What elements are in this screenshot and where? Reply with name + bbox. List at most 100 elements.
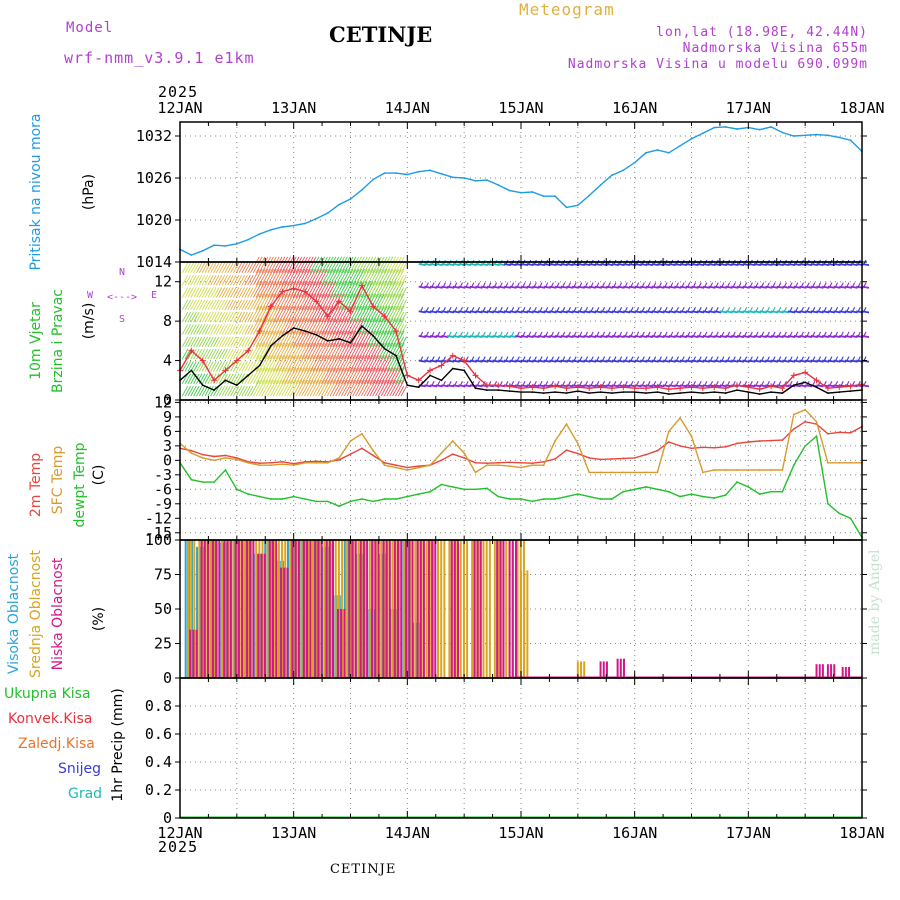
wind_speed-point <box>565 392 568 394</box>
wind-barb <box>238 336 246 347</box>
gust-marker <box>415 377 422 384</box>
wind-barb <box>596 380 600 386</box>
wind-barb <box>857 331 861 337</box>
gust-marker <box>813 377 820 384</box>
wind-barb <box>392 355 402 372</box>
sfc_temp-point <box>440 452 443 454</box>
wind-barb <box>198 385 206 397</box>
wind-barb <box>366 342 377 360</box>
cloud-low-label: Niska Oblacnost <box>50 557 66 670</box>
wind-barb <box>292 330 303 347</box>
wind-barb <box>227 299 234 311</box>
wind-barb <box>628 359 637 363</box>
gust-marker <box>677 385 684 392</box>
wind-barb <box>213 361 220 372</box>
wind-barb <box>475 335 483 339</box>
wind-barb <box>499 356 503 361</box>
wind-barb <box>318 355 328 372</box>
wind-barb <box>759 384 767 388</box>
wind_speed-point <box>440 379 443 382</box>
wind-barb <box>235 336 243 347</box>
wind-barb <box>562 331 566 337</box>
wind-barb <box>323 268 334 286</box>
gust-marker <box>336 298 343 305</box>
wind-barb <box>437 356 441 361</box>
wind-barb <box>634 263 642 267</box>
wind-barb <box>377 367 388 384</box>
wind-barb <box>503 359 512 363</box>
wind-barb <box>464 335 472 339</box>
wind-barb <box>247 373 254 384</box>
wind-barb <box>651 263 659 267</box>
wind-barb <box>269 367 280 384</box>
wind-barb <box>833 359 841 363</box>
sfc_temp-point <box>792 413 795 416</box>
wind-barb <box>583 285 591 289</box>
compass-arrow: <---> <box>107 292 137 303</box>
wind-barb <box>446 384 455 388</box>
wind-barb <box>304 342 314 360</box>
wind-barb <box>441 359 449 363</box>
wind-barb <box>505 356 509 361</box>
wind-barb <box>732 331 736 337</box>
gust-marker <box>313 298 320 305</box>
wind-barb <box>719 310 728 314</box>
wind-barb <box>218 287 226 298</box>
elevation-text: Nadmorska Visina 655m <box>682 41 868 56</box>
wind_speed-point <box>486 389 488 391</box>
wind-barb <box>585 331 589 337</box>
wind-barb <box>420 282 424 287</box>
wind-barb <box>213 274 220 286</box>
sfc_temp-point <box>486 464 488 467</box>
wind-barb <box>352 281 362 298</box>
wind_speed-point <box>667 393 670 395</box>
wind-barb <box>833 310 841 314</box>
wind-barb <box>338 330 348 347</box>
wind-barb <box>301 281 311 298</box>
wind-barb <box>224 373 231 384</box>
gust-marker <box>438 362 445 369</box>
wind-barb <box>224 287 231 298</box>
wind-barb <box>596 331 600 337</box>
wind-barb <box>338 305 348 323</box>
wind-unit-label: (m/s) <box>81 303 97 340</box>
pressure-point <box>531 191 534 193</box>
wind-barb <box>744 356 748 361</box>
wind-barb <box>235 311 243 323</box>
wind-barb <box>528 282 532 287</box>
wind-barb <box>522 331 526 337</box>
wind-barb <box>640 285 648 289</box>
wind-barb <box>458 310 466 314</box>
wind-barb <box>289 342 300 360</box>
gust-marker <box>790 372 797 379</box>
gust-marker <box>540 385 547 392</box>
gust-marker <box>574 384 581 391</box>
gust-marker <box>290 285 297 292</box>
model-label: Model <box>66 20 114 36</box>
wind-barb <box>255 281 266 298</box>
wind-barb <box>651 310 659 314</box>
wind-barb <box>816 359 824 363</box>
gust-marker <box>563 385 570 392</box>
wind-barb <box>566 310 574 314</box>
wind-barb <box>441 263 449 267</box>
dewpoint-point <box>667 490 670 493</box>
wind-barb <box>725 359 733 363</box>
wind-barb <box>783 356 787 361</box>
wind-barb <box>749 331 753 337</box>
wind-barb <box>839 335 847 339</box>
wind-barb <box>687 307 691 312</box>
wind-barb <box>230 287 237 298</box>
wind-barb <box>198 274 206 286</box>
wind-barb <box>448 380 452 386</box>
dewpoint-point <box>531 500 534 503</box>
wind-barb <box>267 355 277 372</box>
wind-barb <box>816 263 824 267</box>
wind-barb <box>850 335 858 339</box>
wind-barb <box>190 287 197 298</box>
wind-barb <box>255 379 266 397</box>
wind-barb <box>312 268 323 286</box>
wind-barb <box>670 331 674 337</box>
wind-barb <box>778 380 782 386</box>
pressure-point <box>247 238 250 241</box>
